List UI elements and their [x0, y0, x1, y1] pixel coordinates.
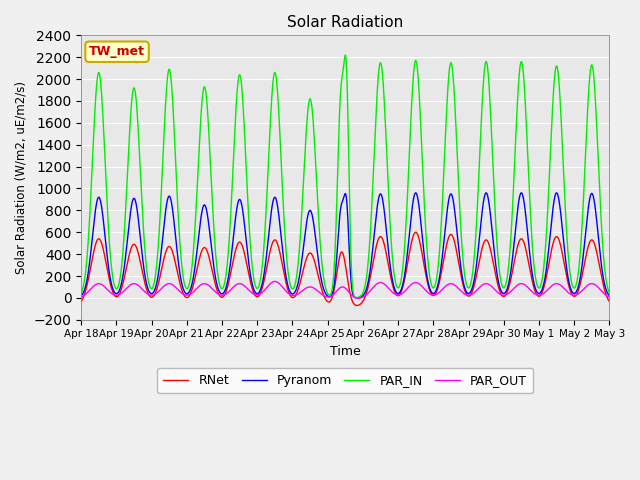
RNet — [353, 302, 361, 308]
PAR_IN — [185, 284, 193, 289]
RNet — [604, 296, 611, 301]
PAR_IN — [605, 290, 613, 296]
Line: Pyranom: Pyranom — [81, 193, 609, 298]
PAR_IN — [418, 152, 426, 158]
RNet — [412, 229, 419, 235]
RNet — [275, 245, 283, 251]
Pyranom — [493, 271, 501, 277]
Pyranom — [553, 190, 561, 196]
Line: PAR_IN: PAR_IN — [81, 55, 609, 298]
PAR_IN — [353, 295, 360, 300]
PAR_OUT — [604, 293, 611, 299]
Pyranom — [353, 295, 360, 300]
X-axis label: Time: Time — [330, 345, 360, 358]
Pyranom — [185, 290, 193, 296]
Text: TW_met: TW_met — [89, 45, 145, 58]
PAR_IN — [190, 238, 198, 244]
RNet — [77, 299, 85, 304]
PAR_OUT — [77, 295, 85, 300]
RNet — [190, 279, 198, 285]
Line: RNet: RNet — [81, 232, 609, 305]
Legend: RNet, Pyranom, PAR_IN, PAR_OUT: RNet, Pyranom, PAR_IN, PAR_OUT — [157, 368, 534, 393]
Pyranom — [604, 290, 611, 296]
Pyranom — [77, 293, 85, 299]
PAR_OUT — [355, 295, 362, 301]
Pyranom — [275, 213, 283, 218]
Pyranom — [418, 231, 426, 237]
PAR_IN — [275, 111, 283, 117]
PAR_IN — [604, 285, 611, 290]
Y-axis label: Solar Radiation (W/m2, uE/m2/s): Solar Radiation (W/m2, uE/m2/s) — [15, 81, 28, 274]
PAR_IN — [77, 290, 85, 296]
PAR_OUT — [493, 289, 501, 295]
PAR_OUT — [185, 292, 193, 298]
Line: PAR_OUT: PAR_OUT — [81, 281, 609, 298]
PAR_OUT — [418, 284, 426, 289]
RNet — [493, 279, 501, 285]
Title: Solar Radiation: Solar Radiation — [287, 15, 403, 30]
PAR_OUT — [271, 278, 278, 284]
RNet — [418, 251, 426, 256]
Pyranom — [605, 293, 613, 299]
Pyranom — [190, 270, 198, 276]
PAR_IN — [493, 242, 501, 248]
RNet — [185, 294, 193, 300]
RNet — [605, 299, 613, 304]
PAR_IN — [342, 52, 349, 58]
PAR_OUT — [275, 280, 283, 286]
PAR_OUT — [605, 295, 613, 300]
PAR_OUT — [190, 288, 198, 294]
